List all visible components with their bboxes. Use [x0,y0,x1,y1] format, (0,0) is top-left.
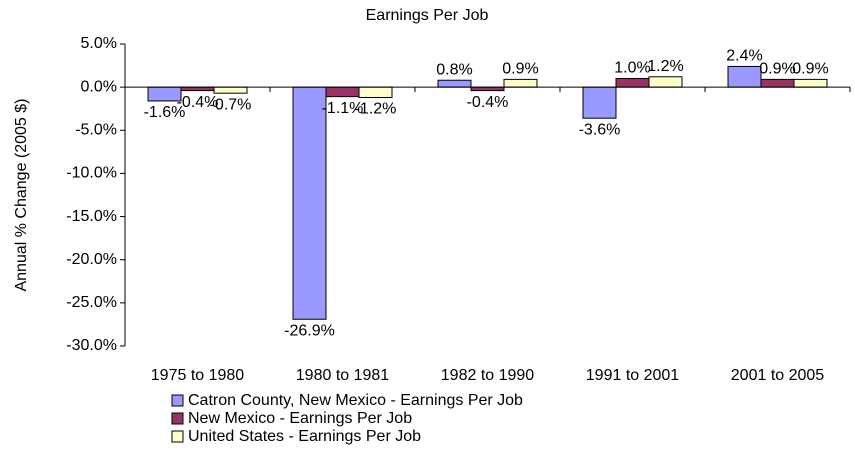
legend-label: New Mexico - Earnings Per Job [188,410,412,427]
value-label: 2.4% [726,48,762,65]
bar [292,86,327,320]
bar [582,86,617,119]
x-tick-label: 1975 to 1980 [151,367,245,384]
bar [470,86,505,92]
chart-title: Earnings Per Job [366,7,489,24]
bar [793,78,828,88]
x-tick-label: 1980 to 1981 [296,367,390,384]
value-label: -3.6% [579,121,621,138]
y-tick-label: 5.0% [81,35,117,52]
value-label: -1.1% [322,100,364,117]
value-label: -0.7% [210,96,252,113]
bar [180,86,215,92]
y-tick-label: -25.0% [66,294,117,311]
y-axis-label: Annual % Change (2005 $) [13,98,30,291]
value-label: -26.9% [284,322,335,339]
legend-swatch [171,430,184,443]
bar [503,78,538,88]
value-label: 0.9% [792,61,828,78]
y-tick-label: -5.0% [75,122,117,139]
value-label: 1.0% [614,60,650,77]
legend-label: United States - Earnings Per Job [188,428,421,445]
y-tick-label: -10.0% [66,165,117,182]
y-tick-label: 0.0% [81,78,117,95]
bar [727,65,762,88]
bar [437,79,472,88]
value-label: 1.2% [647,58,683,75]
value-label: 0.9% [502,61,538,78]
y-tick-label: -20.0% [66,251,117,268]
value-label: 0.8% [436,61,472,78]
bar [325,86,360,98]
y-tick-label: -15.0% [66,208,117,225]
legend-label: Catron County, New Mexico - Earnings Per… [188,392,523,409]
y-tick-label: -30.0% [66,337,117,354]
x-tick-label: 2001 to 2005 [731,367,825,384]
legend-swatch [171,394,184,407]
bar [358,86,393,98]
value-label: -1.2% [355,101,397,118]
x-tick-label: 1982 to 1990 [441,367,535,384]
value-label: -0.4% [177,94,219,111]
value-label: -0.4% [467,94,509,111]
bar [760,78,795,88]
bar [648,76,683,88]
legend-swatch [171,412,184,425]
bar [213,86,248,94]
value-label: -1.6% [144,104,186,121]
bar [615,78,650,88]
value-label: 0.9% [759,61,795,78]
x-tick-label: 1991 to 2001 [586,367,680,384]
